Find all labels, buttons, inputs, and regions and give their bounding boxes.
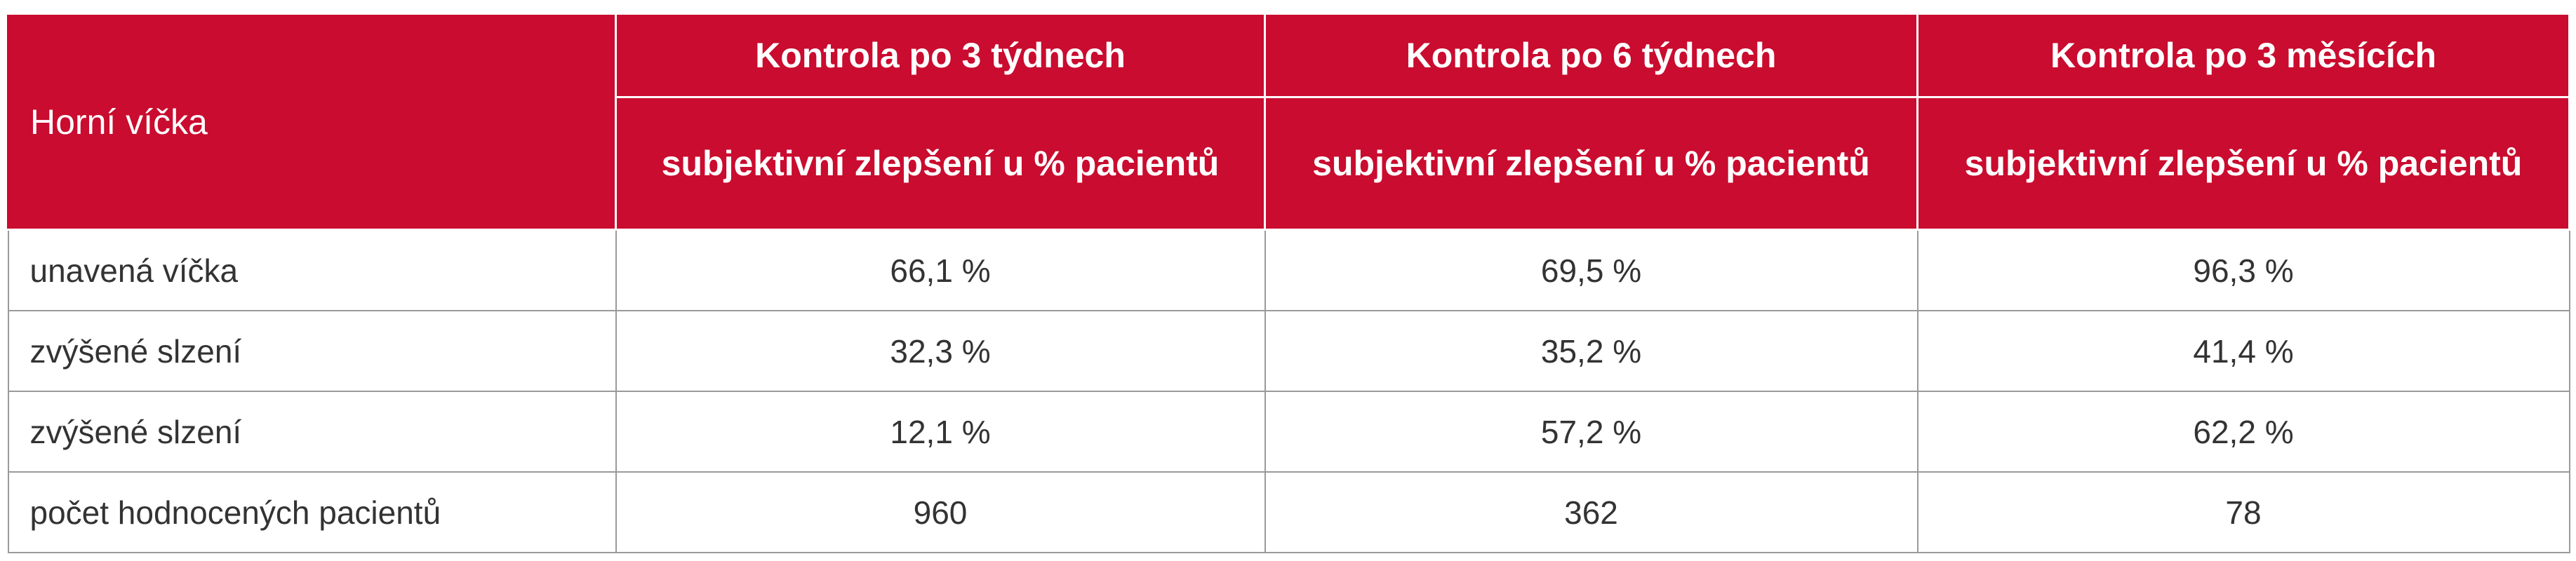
header-row: Horní víčka Kontrola po 3 týdnech Kontro…	[7, 13, 2570, 231]
header-title: Horní víčka	[7, 13, 617, 231]
column-subheader: subjektivní zlepšení u % pacientů	[615, 96, 1266, 231]
row-label: počet hodnocených pacientů	[7, 471, 617, 553]
table-row: unavená víčka 66,1 % 69,5 % 96,3 %	[7, 229, 2570, 311]
column-header: Kontrola po 3 týdnech	[615, 13, 1266, 98]
table-body: unavená víčka 66,1 % 69,5 % 96,3 % zvýšené s…	[7, 229, 2570, 553]
row-label: zvýšené slzení	[7, 391, 617, 473]
cell: 96,3 %	[1916, 229, 2570, 311]
column-header: Kontrola po 6 týdnech	[1264, 13, 1918, 98]
cell: 12,1 %	[615, 391, 1266, 473]
column-subheader: subjektivní zlepšení u % pacientů	[1264, 96, 1918, 231]
row-label: unavená víčka	[7, 229, 617, 311]
cell: 57,2 %	[1264, 391, 1918, 473]
results-table: Horní víčka Kontrola po 3 týdnech Kontro…	[7, 13, 2570, 553]
cell: 35,2 %	[1264, 310, 1918, 392]
column-header: Kontrola po 3 měsících	[1916, 13, 2570, 98]
cell: 66,1 %	[615, 229, 1266, 311]
column-subheader: subjektivní zlepšení u % pacientů	[1916, 96, 2570, 231]
cell: 362	[1264, 471, 1918, 553]
cell: 960	[615, 471, 1266, 553]
subheader-row: subjektivní zlepšení u % pacientů subjek…	[8, 96, 2570, 231]
cell: 41,4 %	[1916, 310, 2570, 392]
cell: 32,3 %	[615, 310, 1266, 392]
table-row: zvýšené slzení 12,1 % 57,2 % 62,2 %	[7, 391, 2570, 473]
table-row: zvýšené slzení 32,3 % 35,2 % 41,4 %	[7, 310, 2570, 392]
table-row: počet hodnocených pacientů 960 362 78	[7, 471, 2570, 553]
cell: 69,5 %	[1264, 229, 1918, 311]
cell: 78	[1916, 471, 2570, 553]
row-label: zvýšené slzení	[7, 310, 617, 392]
cell: 62,2 %	[1916, 391, 2570, 473]
